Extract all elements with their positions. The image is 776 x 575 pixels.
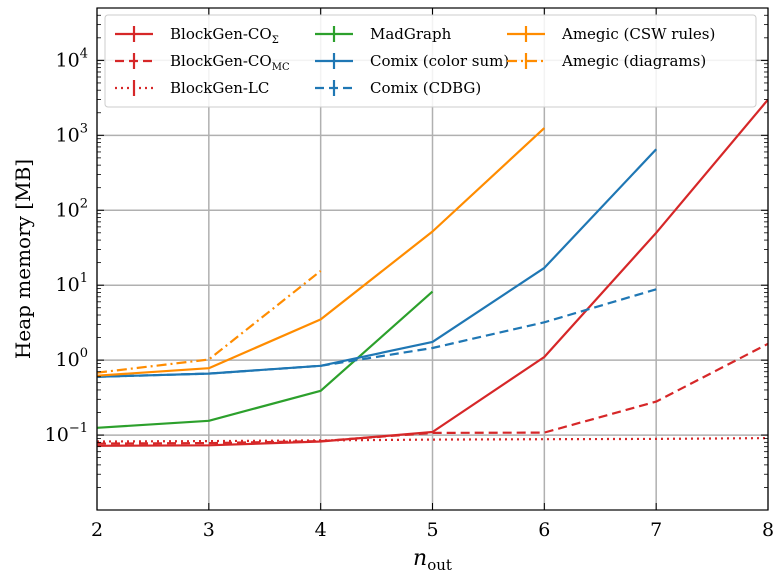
legend-box bbox=[104, 14, 757, 108]
x-axis-title-main: n bbox=[413, 546, 427, 571]
series-line-6 bbox=[97, 127, 546, 377]
x-tick-label: 6 bbox=[538, 519, 550, 541]
legend-label-main: BlockGen-CO bbox=[170, 52, 272, 70]
legend-label-7: Amegic (diagrams) bbox=[561, 52, 706, 70]
series-line-2 bbox=[97, 437, 768, 443]
x-tick-label: 5 bbox=[426, 519, 438, 541]
legend-label-3: MadGraph bbox=[370, 25, 452, 43]
y-tick-label-exponent: 4 bbox=[80, 46, 88, 61]
series-line-3 bbox=[97, 290, 434, 429]
legend-label-main: Comix (color sum) bbox=[370, 52, 509, 70]
legend: BlockGen-COΣBlockGen-COMCBlockGen-LCMadG… bbox=[104, 14, 757, 108]
y-tick-label-base: 10 bbox=[56, 49, 80, 71]
ticks bbox=[96, 7, 769, 510]
legend-label-0: BlockGen-COΣ bbox=[170, 25, 279, 46]
y-tick-label: 10−1 bbox=[45, 421, 88, 446]
legend-label-1: BlockGen-COMC bbox=[170, 52, 290, 73]
y-tick-label-exponent: 2 bbox=[80, 196, 88, 211]
legend-label-main: Amegic (CSW rules) bbox=[561, 25, 715, 43]
legend-label-main: BlockGen-LC bbox=[170, 79, 269, 97]
legend-label-5: Comix (CDBG) bbox=[370, 79, 481, 97]
y-tick-label-exponent: −1 bbox=[69, 421, 88, 436]
y-tick-label-exponent: 3 bbox=[80, 121, 88, 136]
series-line-7 bbox=[97, 270, 322, 374]
series-line-5 bbox=[97, 288, 657, 378]
x-tick-label: 2 bbox=[91, 519, 103, 541]
legend-label-sub: MC bbox=[272, 62, 290, 73]
y-tick-label: 102 bbox=[56, 196, 88, 221]
x-axis-title-sub: out bbox=[427, 556, 452, 574]
series-layer bbox=[97, 98, 768, 447]
y-tick-label: 100 bbox=[56, 346, 88, 371]
y-tick-label-exponent: 1 bbox=[80, 271, 88, 286]
y-tick-label-base: 10 bbox=[56, 274, 80, 296]
series-line-1 bbox=[97, 342, 768, 445]
x-tick-label: 4 bbox=[315, 519, 327, 541]
y-tick-label-base: 10 bbox=[56, 199, 80, 221]
legend-label-main: MadGraph bbox=[370, 25, 452, 43]
legend-label-6: Amegic (CSW rules) bbox=[561, 25, 715, 43]
x-axis-title: nout bbox=[413, 546, 452, 574]
legend-label-sub: Σ bbox=[272, 35, 279, 46]
series-line-4 bbox=[97, 148, 658, 378]
series-line-0 bbox=[97, 98, 768, 447]
y-tick-label: 101 bbox=[56, 271, 88, 296]
y-axis-title: Heap memory [MB] bbox=[11, 159, 35, 359]
legend-label-2: BlockGen-LC bbox=[170, 79, 269, 97]
y-tick-label-base: 10 bbox=[56, 349, 80, 371]
x-tick-label: 8 bbox=[762, 519, 774, 541]
y-tick-label-base: 10 bbox=[45, 424, 69, 446]
legend-label-main: BlockGen-CO bbox=[170, 25, 272, 43]
y-tick-label: 104 bbox=[56, 46, 88, 71]
x-tick-label: 7 bbox=[650, 519, 662, 541]
legend-label-4: Comix (color sum) bbox=[370, 52, 509, 70]
y-tick-label-exponent: 0 bbox=[80, 346, 88, 361]
x-tick-label: 3 bbox=[203, 519, 215, 541]
y-tick-label-base: 10 bbox=[56, 124, 80, 146]
y-tick-label: 103 bbox=[56, 121, 88, 146]
legend-label-main: Comix (CDBG) bbox=[370, 79, 481, 97]
legend-label-main: Amegic (diagrams) bbox=[561, 52, 706, 70]
